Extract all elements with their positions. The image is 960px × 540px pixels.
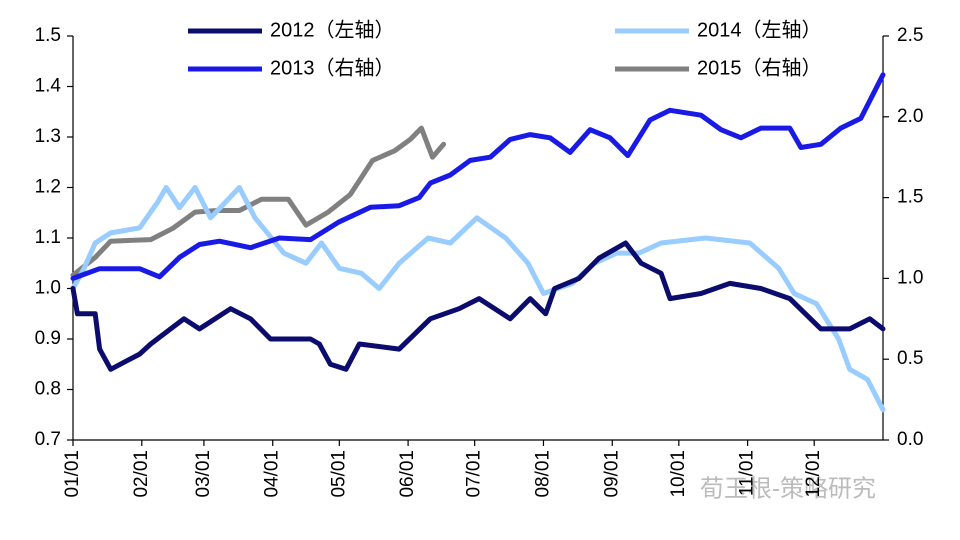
legend-label: 2012（左轴） — [270, 18, 395, 41]
y2-tick-label: 0.5 — [897, 348, 923, 369]
series-line — [70, 125, 447, 278]
x-tick-label: 03/01 — [193, 450, 214, 498]
series-line — [70, 240, 886, 372]
y-tick-label: 1.4 — [35, 76, 62, 97]
y-tick-label: 1.0 — [35, 278, 61, 299]
y2-tick-label: 1.5 — [897, 187, 923, 208]
legend-label: 2014（左轴） — [697, 18, 822, 41]
x-tick-label: 12/01 — [803, 450, 824, 498]
y2-tick-label: 2.0 — [897, 106, 923, 127]
x-tick-label: 08/01 — [532, 450, 553, 498]
legend-label: 2013（右轴） — [270, 56, 395, 79]
x-tick-label: 07/01 — [464, 450, 485, 498]
y-tick-label: 0.7 — [35, 429, 61, 450]
x-tick-label: 10/01 — [668, 450, 689, 498]
y-tick-label: 0.9 — [35, 328, 61, 349]
series-line — [70, 185, 886, 413]
y-tick-label: 1.3 — [35, 126, 61, 147]
x-tick-label: 02/01 — [131, 450, 152, 498]
legend-label: 2015（右轴） — [697, 56, 822, 79]
y-tick-label: 1.5 — [35, 25, 61, 46]
y2-tick-label: 1.0 — [897, 267, 923, 288]
series-line — [70, 72, 886, 281]
y-tick-label: 1.2 — [35, 177, 61, 198]
x-tick-label: 11/01 — [737, 450, 758, 496]
y-tick-label: 1.1 — [35, 227, 61, 248]
y2-tick-label: 0.0 — [897, 429, 923, 450]
x-tick-label: 05/01 — [328, 450, 349, 498]
x-tick-label: 09/01 — [601, 450, 622, 498]
x-tick-label: 04/01 — [262, 450, 283, 498]
y2-tick-label: 2.5 — [897, 25, 923, 46]
x-tick-label: 01/01 — [62, 450, 83, 498]
y-tick-label: 0.8 — [35, 379, 61, 400]
x-tick-label: 06/01 — [397, 450, 418, 498]
watermark: 荀玉根-策略研究 — [700, 475, 876, 502]
